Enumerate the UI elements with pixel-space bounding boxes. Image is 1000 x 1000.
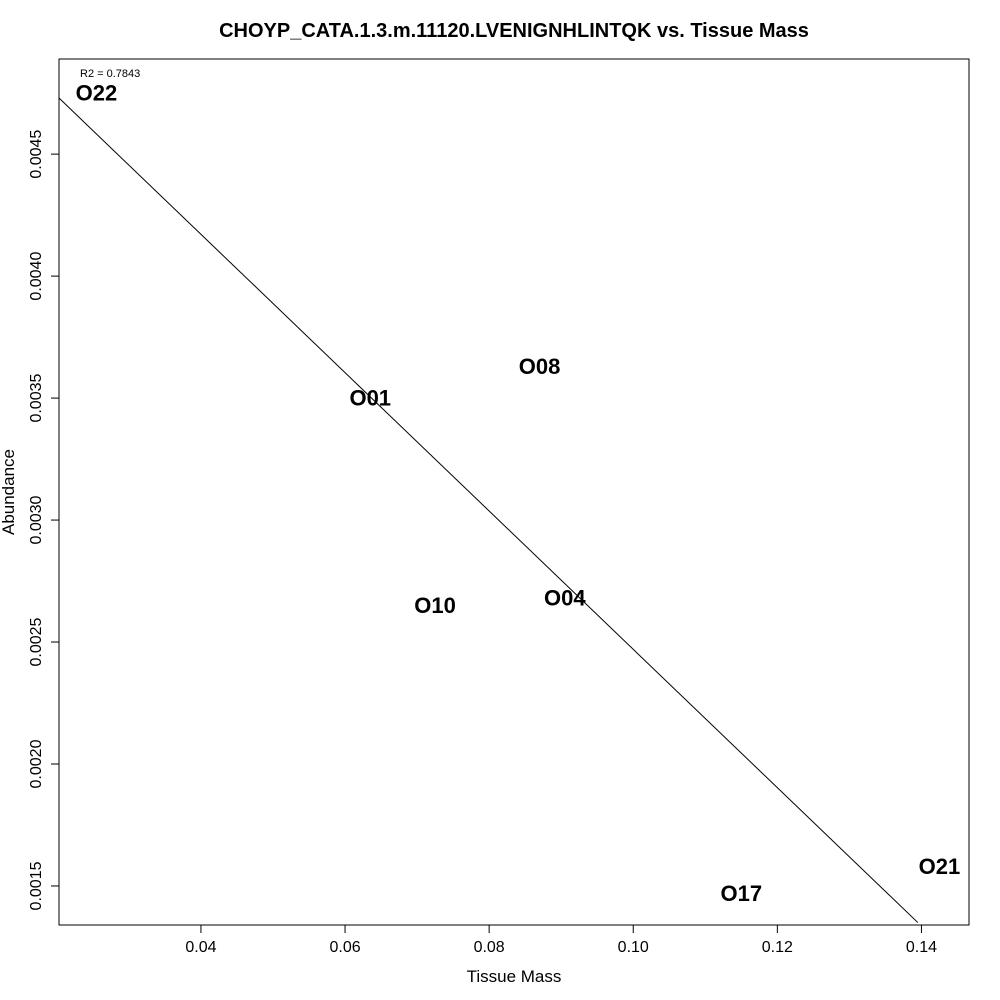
- y-tick-label: 0.0045: [28, 130, 45, 179]
- x-tick-label: 0.04: [185, 939, 216, 956]
- point-label-o08: O08: [519, 354, 561, 379]
- y-axis: 0.0015 0.0020 0.0025 0.0030 0.0035 0.0040 0.00…: [28, 130, 60, 910]
- point-label-o04: O04: [544, 586, 586, 611]
- x-tick-label: 0.08: [474, 939, 505, 956]
- y-tick-label: 0.0015: [28, 861, 45, 910]
- r2-annotation: R2 = 0.7843: [80, 68, 140, 80]
- y-tick-label: 0.0040: [28, 252, 45, 301]
- x-tick-label: 0.06: [329, 939, 360, 956]
- y-tick-label: 0.0020: [28, 739, 45, 788]
- point-label-o21: O21: [919, 854, 961, 879]
- point-label-o10: O10: [414, 593, 456, 618]
- y-tick-label: 0.0025: [28, 617, 45, 666]
- y-tick-label: 0.0030: [28, 495, 45, 544]
- point-label-o22: O22: [76, 81, 118, 106]
- point-label-o17: O17: [721, 881, 763, 906]
- data-points: O22 O01 O08 O10 O04 O17 O21: [76, 81, 961, 906]
- y-axis-label: Abundance: [0, 449, 18, 535]
- x-tick-label: 0.10: [618, 939, 649, 956]
- plot-frame: [58, 58, 970, 926]
- regression-line: [58, 97, 919, 923]
- y-tick-label: 0.0035: [28, 374, 45, 423]
- chart-title: CHOYP_CATA.1.3.m.11120.LVENIGNHLINTQK vs…: [219, 20, 809, 42]
- x-tick-label: 0.12: [762, 939, 793, 956]
- x-axis: 0.04 0.06 0.08 0.10 0.12 0.14: [185, 924, 937, 956]
- x-axis-label: Tissue Mass: [467, 967, 562, 986]
- x-tick-label: 0.14: [906, 939, 937, 956]
- point-label-o01: O01: [349, 386, 391, 411]
